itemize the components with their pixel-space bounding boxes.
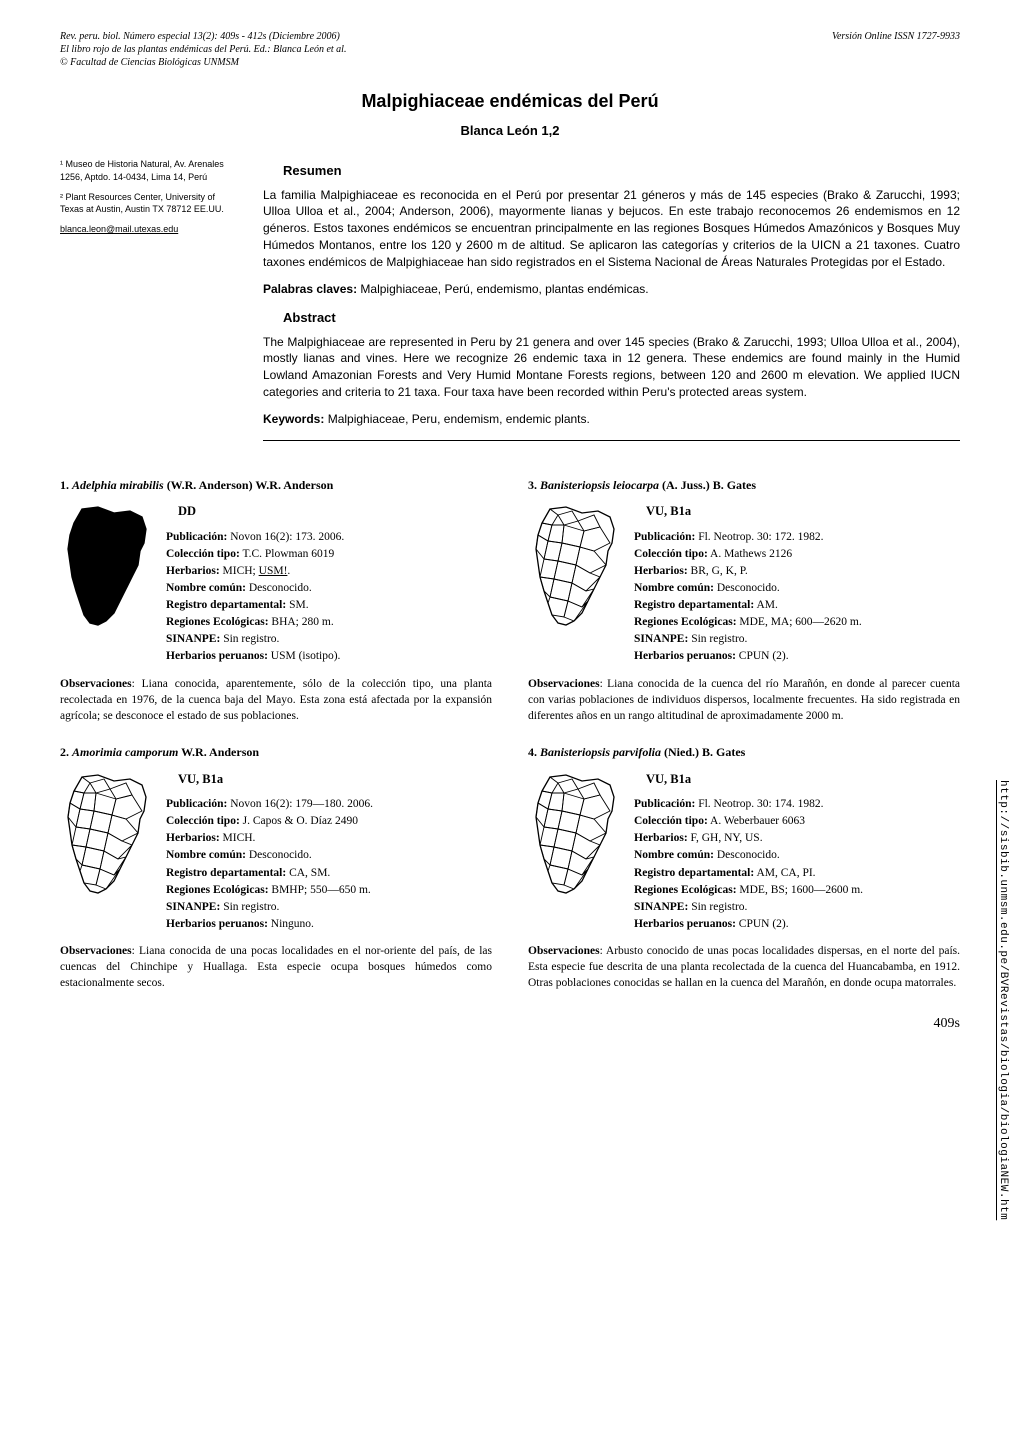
field-herb-peru: Herbarios peruanos: Ninguno. xyxy=(166,916,492,932)
species-entry: 4. Banisteriopsis parvifolia (Nied.) B. … xyxy=(528,744,960,991)
journal-line: Rev. peru. biol. Número especial 13(2): … xyxy=(60,30,346,43)
species-entry: 2. Amorimia camporum W.R. Anderson VU, B… xyxy=(60,744,492,991)
left-column: 1. Adelphia mirabilis (W.R. Anderson) W.… xyxy=(60,477,492,1012)
peru-map-icon xyxy=(60,503,152,633)
field-publicacion: Publicación: Novon 16(2): 173. 2006. xyxy=(166,529,492,545)
field-herbarios: Herbarios: MICH; USM!. xyxy=(166,563,492,579)
field-regiones: Regiones Ecológicas: MDE, BS; 1600—2600 … xyxy=(634,882,960,898)
journal-line: El libro rojo de las plantas endémicas d… xyxy=(60,43,346,56)
journal-line: © Facultad de Ciencias Biológicas UNMSM xyxy=(60,56,346,69)
field-nombre-comun: Nombre común: Desconocido. xyxy=(634,847,960,863)
field-sinanpe: SINANPE: Sin registro. xyxy=(634,631,960,647)
peru-map-icon xyxy=(528,503,620,633)
species-entry: 3. Banisteriopsis leiocarpa (A. Juss.) B… xyxy=(528,477,960,724)
entry-title: 3. Banisteriopsis leiocarpa (A. Juss.) B… xyxy=(528,477,960,494)
field-coleccion: Colección tipo: A. Weberbauer 6063 xyxy=(634,813,960,829)
iucn-status: DD xyxy=(178,503,492,521)
field-regiones: Regiones Ecológicas: BMHP; 550—650 m. xyxy=(166,882,492,898)
field-registro-dep: Registro departamental: SM. xyxy=(166,597,492,613)
observaciones: Observaciones: Arbusto conocido de unas … xyxy=(528,943,960,991)
field-sinanpe: SINANPE: Sin registro. xyxy=(166,631,492,647)
divider xyxy=(263,440,960,441)
keywords: Keywords: Malpighiaceae, Peru, endemism,… xyxy=(263,411,960,428)
page-number: 409s xyxy=(934,1014,960,1034)
abstract-block: Resumen La familia Malpighiaceae es reco… xyxy=(263,158,960,452)
field-herbarios: Herbarios: F, GH, NY, US. xyxy=(634,830,960,846)
article-title: Malpighiaceae endémicas del Perú xyxy=(60,89,960,114)
iucn-status: VU, B1a xyxy=(646,503,960,521)
entry-title: 2. Amorimia camporum W.R. Anderson xyxy=(60,744,492,761)
observaciones: Observaciones: Liana conocida, aparentem… xyxy=(60,676,492,724)
entry-fields: DD Publicación: Novon 16(2): 173. 2006. … xyxy=(166,503,492,665)
species-entry: 1. Adelphia mirabilis (W.R. Anderson) W.… xyxy=(60,477,492,724)
abstract-heading: Abstract xyxy=(283,309,960,327)
peru-map-icon xyxy=(60,771,152,901)
issn-line: Versión Online ISSN 1727-9933 xyxy=(832,30,960,69)
field-regiones: Regiones Ecológicas: MDE, MA; 600—2620 m… xyxy=(634,614,960,630)
resumen-heading: Resumen xyxy=(283,162,960,180)
field-herbarios: Herbarios: BR, G, K, P. xyxy=(634,563,960,579)
field-registro-dep: Registro departamental: AM, CA, PI. xyxy=(634,865,960,881)
iucn-status: VU, B1a xyxy=(178,771,492,789)
iucn-status: VU, B1a xyxy=(646,771,960,789)
journal-header: Rev. peru. biol. Número especial 13(2): … xyxy=(60,30,960,69)
entry-fields: VU, B1a Publicación: Novon 16(2): 179—18… xyxy=(166,771,492,933)
resumen-text: La familia Malpighiaceae es reconocida e… xyxy=(263,187,960,271)
field-registro-dep: Registro departamental: CA, SM. xyxy=(166,865,492,881)
right-column: 3. Banisteriopsis leiocarpa (A. Juss.) B… xyxy=(528,477,960,1012)
affiliation: ² Plant Resources Center, University of … xyxy=(60,191,235,215)
field-nombre-comun: Nombre común: Desconocido. xyxy=(166,580,492,596)
field-sinanpe: SINANPE: Sin registro. xyxy=(634,899,960,915)
field-herb-peru: Herbarios peruanos: CPUN (2). xyxy=(634,648,960,664)
side-url: http://sisbib.unmsm.edu.pe/BVRevistas/bi… xyxy=(995,780,1010,1220)
field-sinanpe: SINANPE: Sin registro. xyxy=(166,899,492,915)
journal-meta-left: Rev. peru. biol. Número especial 13(2): … xyxy=(60,30,346,69)
entry-fields: VU, B1a Publicación: Fl. Neotrop. 30: 17… xyxy=(634,771,960,933)
field-nombre-comun: Nombre común: Desconocido. xyxy=(166,847,492,863)
field-publicacion: Publicación: Fl. Neotrop. 30: 172. 1982. xyxy=(634,529,960,545)
field-publicacion: Publicación: Fl. Neotrop. 30: 174. 1982. xyxy=(634,796,960,812)
field-coleccion: Colección tipo: J. Capos & O. Díaz 2490 xyxy=(166,813,492,829)
author-email: blanca.leon@mail.utexas.edu xyxy=(60,223,235,235)
entry-fields: VU, B1a Publicación: Fl. Neotrop. 30: 17… xyxy=(634,503,960,665)
observaciones: Observaciones: Liana conocida de la cuen… xyxy=(528,676,960,724)
field-nombre-comun: Nombre común: Desconocido. xyxy=(634,580,960,596)
field-coleccion: Colección tipo: T.C. Plowman 6019 xyxy=(166,546,492,562)
observaciones: Observaciones: Liana conocida de una poc… xyxy=(60,943,492,991)
article-author: Blanca León 1,2 xyxy=(60,122,960,140)
peru-map-icon xyxy=(528,771,620,901)
entry-title: 1. Adelphia mirabilis (W.R. Anderson) W.… xyxy=(60,477,492,494)
content-columns: 1. Adelphia mirabilis (W.R. Anderson) W.… xyxy=(60,477,960,1012)
field-coleccion: Colección tipo: A. Mathews 2126 xyxy=(634,546,960,562)
field-publicacion: Publicación: Novon 16(2): 179—180. 2006. xyxy=(166,796,492,812)
abstract-text: The Malpighiaceae are represented in Per… xyxy=(263,334,960,401)
palabras-claves: Palabras claves: Malpighiaceae, Perú, en… xyxy=(263,281,960,298)
field-herb-peru: Herbarios peruanos: USM (isotipo). xyxy=(166,648,492,664)
affiliations-block: ¹ Museo de Historia Natural, Av. Arenale… xyxy=(60,158,235,452)
affiliation: ¹ Museo de Historia Natural, Av. Arenale… xyxy=(60,158,235,182)
field-herbarios: Herbarios: MICH. xyxy=(166,830,492,846)
field-regiones: Regiones Ecológicas: BHA; 280 m. xyxy=(166,614,492,630)
field-herb-peru: Herbarios peruanos: CPUN (2). xyxy=(634,916,960,932)
entry-title: 4. Banisteriopsis parvifolia (Nied.) B. … xyxy=(528,744,960,761)
field-registro-dep: Registro departamental: AM. xyxy=(634,597,960,613)
